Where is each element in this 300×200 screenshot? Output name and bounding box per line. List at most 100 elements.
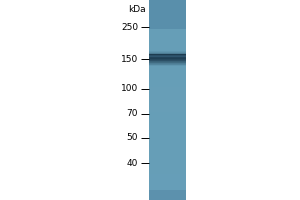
Bar <box>148 171 186 172</box>
Bar <box>148 133 186 134</box>
Bar <box>148 176 186 177</box>
Bar <box>148 104 186 105</box>
Bar <box>148 85 186 86</box>
Bar <box>148 162 186 163</box>
Bar <box>148 27 186 28</box>
Bar <box>148 71 186 72</box>
Bar <box>148 183 186 184</box>
Bar <box>148 173 186 174</box>
Bar <box>148 123 186 124</box>
Bar <box>148 141 186 142</box>
Bar <box>148 39 186 40</box>
Bar <box>148 38 186 39</box>
Bar <box>148 5 186 6</box>
Bar <box>148 175 186 176</box>
Bar <box>148 182 186 183</box>
Bar <box>148 109 186 110</box>
Bar <box>148 136 186 137</box>
Bar <box>148 132 186 133</box>
Text: 70: 70 <box>127 110 138 118</box>
Bar <box>148 21 186 22</box>
Bar <box>148 47 186 48</box>
Bar <box>148 127 186 128</box>
Bar <box>148 103 186 104</box>
Bar <box>148 98 186 99</box>
Bar <box>148 23 186 24</box>
Bar <box>148 9 186 10</box>
Bar <box>148 83 186 84</box>
Bar <box>148 84 186 85</box>
Bar <box>148 148 186 149</box>
Bar <box>148 105 186 106</box>
Bar <box>148 112 186 113</box>
Bar <box>148 15 186 16</box>
Bar <box>148 58 186 59</box>
Bar <box>148 10 186 11</box>
Bar <box>148 8 186 9</box>
Bar <box>148 89 186 90</box>
Bar <box>148 126 186 127</box>
Bar <box>148 140 186 141</box>
Bar <box>148 35 186 36</box>
Bar <box>148 115 186 116</box>
Bar <box>148 2 186 3</box>
Bar <box>148 0 186 1</box>
Bar <box>148 31 186 32</box>
Bar <box>148 154 186 155</box>
Bar <box>148 12 186 13</box>
Bar <box>148 121 186 122</box>
Bar <box>148 70 186 71</box>
Bar <box>148 28 186 29</box>
Bar <box>148 78 186 79</box>
Bar <box>148 93 186 94</box>
Bar <box>148 138 186 139</box>
Bar <box>148 33 186 34</box>
Bar <box>148 56 186 57</box>
Bar <box>148 53 186 54</box>
Bar <box>148 73 186 74</box>
Bar <box>148 86 186 87</box>
Bar <box>148 152 186 153</box>
Bar <box>148 161 186 162</box>
Bar <box>148 157 186 158</box>
Bar <box>148 67 186 68</box>
Bar <box>148 14 186 15</box>
Bar <box>148 32 186 33</box>
Bar <box>148 113 186 114</box>
Bar <box>148 91 186 92</box>
Bar <box>148 19 186 20</box>
Bar <box>148 65 186 66</box>
Bar <box>148 99 186 100</box>
Bar <box>148 194 186 195</box>
Bar <box>148 160 186 161</box>
Bar <box>148 177 186 178</box>
Bar <box>148 13 186 14</box>
Bar <box>148 37 186 38</box>
Text: 50: 50 <box>127 134 138 142</box>
Text: kDa: kDa <box>128 4 146 14</box>
Bar <box>148 36 186 37</box>
Text: 40: 40 <box>127 158 138 168</box>
Bar <box>148 54 186 55</box>
Bar <box>148 50 186 51</box>
Bar <box>148 72 186 73</box>
Bar <box>148 128 186 129</box>
Bar <box>148 34 186 35</box>
Bar <box>148 79 186 80</box>
Bar <box>148 101 186 102</box>
Bar <box>148 6 186 7</box>
Bar <box>148 74 186 75</box>
Bar <box>148 29 186 30</box>
Bar <box>148 111 186 112</box>
Bar <box>148 181 186 182</box>
Bar <box>148 131 186 132</box>
Bar <box>148 159 186 160</box>
Bar <box>148 153 186 154</box>
Bar <box>148 7 186 8</box>
Bar <box>148 26 186 27</box>
Bar <box>148 46 186 47</box>
Bar <box>148 172 186 173</box>
Bar <box>148 191 186 192</box>
Bar <box>148 87 186 88</box>
Bar <box>148 110 186 111</box>
